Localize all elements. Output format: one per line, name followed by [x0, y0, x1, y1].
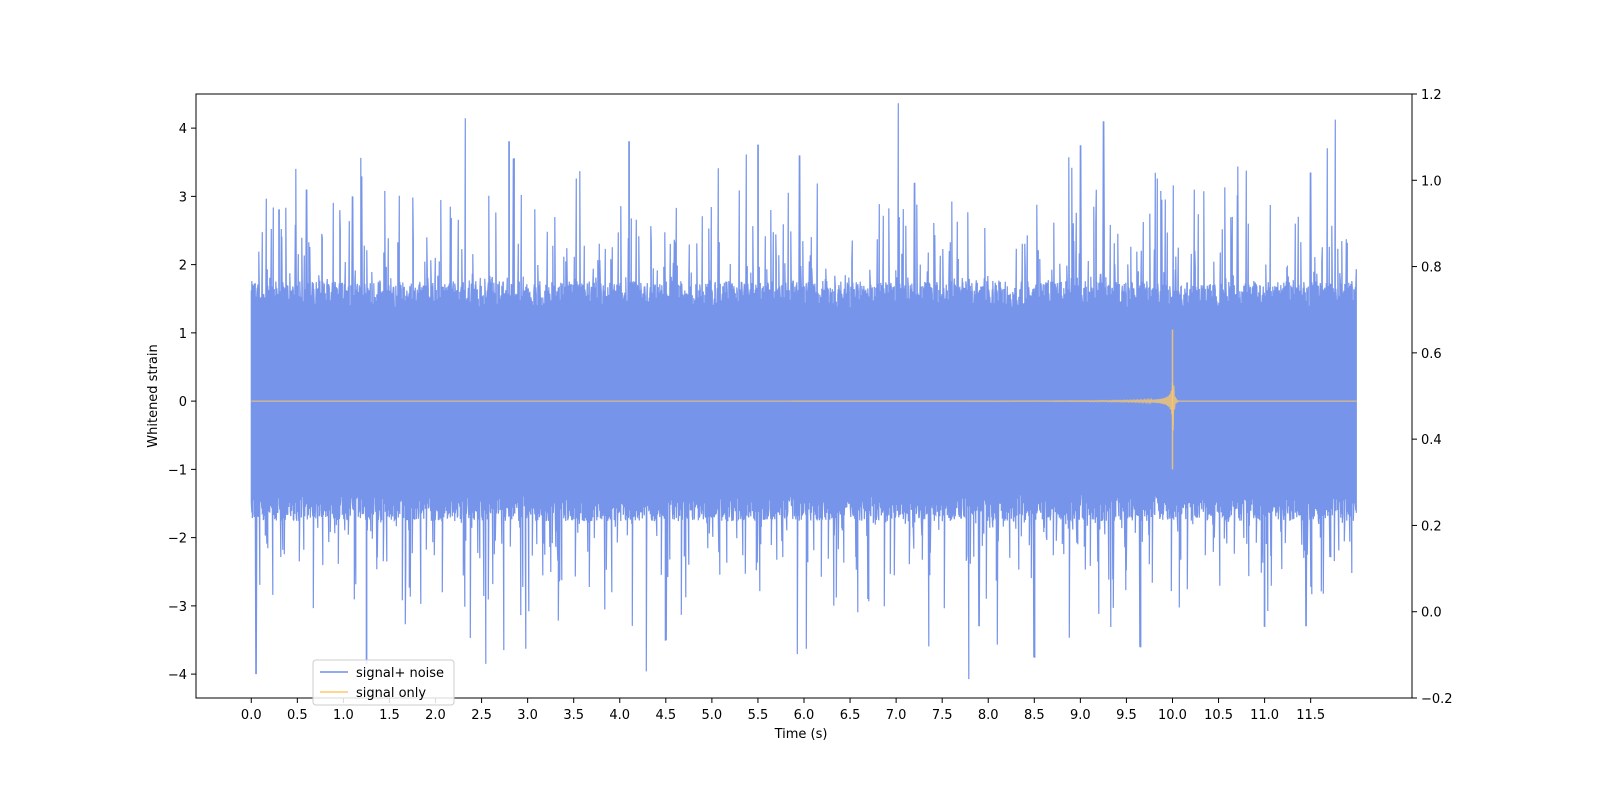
- x-tick-label: 7.5: [932, 708, 953, 723]
- x-tick-label: 2.0: [425, 708, 446, 723]
- x-axis: 0.0 0.5 1.0 1.5 2.0 2.5 3.0 3.5 4.0 4.5 5.0 5.5 6.0 6…: [241, 698, 1325, 723]
- y2-tick-label: 0.0: [1421, 606, 1442, 621]
- x-tick-label: 0.0: [241, 708, 262, 723]
- y2-tick-label: 0.8: [1421, 261, 1442, 276]
- x-tick-label: 9.5: [1116, 708, 1137, 723]
- x-tick-label: 0.5: [287, 708, 308, 723]
- x-axis-label: Time (s): [774, 727, 828, 742]
- x-tick-label: 3.5: [563, 708, 584, 723]
- y-tick-label: −4: [168, 668, 187, 683]
- x-tick-label: 1.5: [379, 708, 400, 723]
- y2-tick-label: 1.0: [1421, 174, 1442, 189]
- x-tick-label: 6.0: [794, 708, 815, 723]
- y-tick-label: 4: [179, 122, 187, 137]
- x-tick-label: 8.0: [978, 708, 999, 723]
- y2-tick-label: −0.2: [1421, 692, 1453, 707]
- y-tick-label: −1: [168, 463, 187, 478]
- y2-tick-label: 1.2: [1421, 88, 1442, 103]
- x-tick-label: 4.0: [609, 708, 630, 723]
- signal-only-series: [251, 329, 1357, 470]
- y-tick-label: 1: [179, 327, 187, 342]
- x-tick-label: 2.5: [471, 708, 492, 723]
- y-tick-label: 0: [179, 395, 187, 410]
- y-tick-label: 2: [179, 259, 187, 274]
- x-tick-label: 11.5: [1296, 708, 1325, 723]
- x-tick-label: 1.0: [333, 708, 354, 723]
- x-tick-label: 5.0: [702, 708, 723, 723]
- x-tick-label: 3.0: [517, 708, 538, 723]
- x-tick-label: 10.0: [1158, 708, 1187, 723]
- y2-tick-label: 0.4: [1421, 433, 1442, 448]
- y-tick-label: −2: [168, 532, 187, 547]
- x-tick-label: 9.0: [1070, 708, 1091, 723]
- x-tick-label: 8.5: [1024, 708, 1045, 723]
- y-axis-left: −4 −3 −2 −1 0 1 2 3 4: [168, 122, 196, 683]
- legend-label-signal-noise: signal+ noise: [356, 666, 444, 681]
- x-tick-label: 4.5: [655, 708, 676, 723]
- legend-label-signal-only: signal only: [356, 686, 426, 701]
- y2-tick-label: 0.6: [1421, 347, 1442, 362]
- signal-noise-line: [250, 103, 1357, 680]
- x-tick-label: 7.0: [886, 708, 907, 723]
- signal-noise-series: [250, 103, 1357, 680]
- x-tick-label: 11.0: [1250, 708, 1279, 723]
- x-tick-label: 10.5: [1204, 708, 1233, 723]
- y2-tick-label: 0.2: [1421, 519, 1442, 534]
- y-tick-label: −3: [168, 600, 187, 615]
- y-tick-label: 3: [179, 190, 187, 205]
- legend-box: [312, 659, 455, 706]
- x-tick-label: 5.5: [748, 708, 769, 723]
- legend: signal+ noise signal only: [312, 659, 455, 706]
- y-axis-right: −0.2 0.0 0.2 0.4 0.6 0.8 1.0 1.2: [1412, 88, 1453, 707]
- y-axis-label: Whitened strain: [146, 344, 161, 447]
- x-tick-label: 6.5: [840, 708, 861, 723]
